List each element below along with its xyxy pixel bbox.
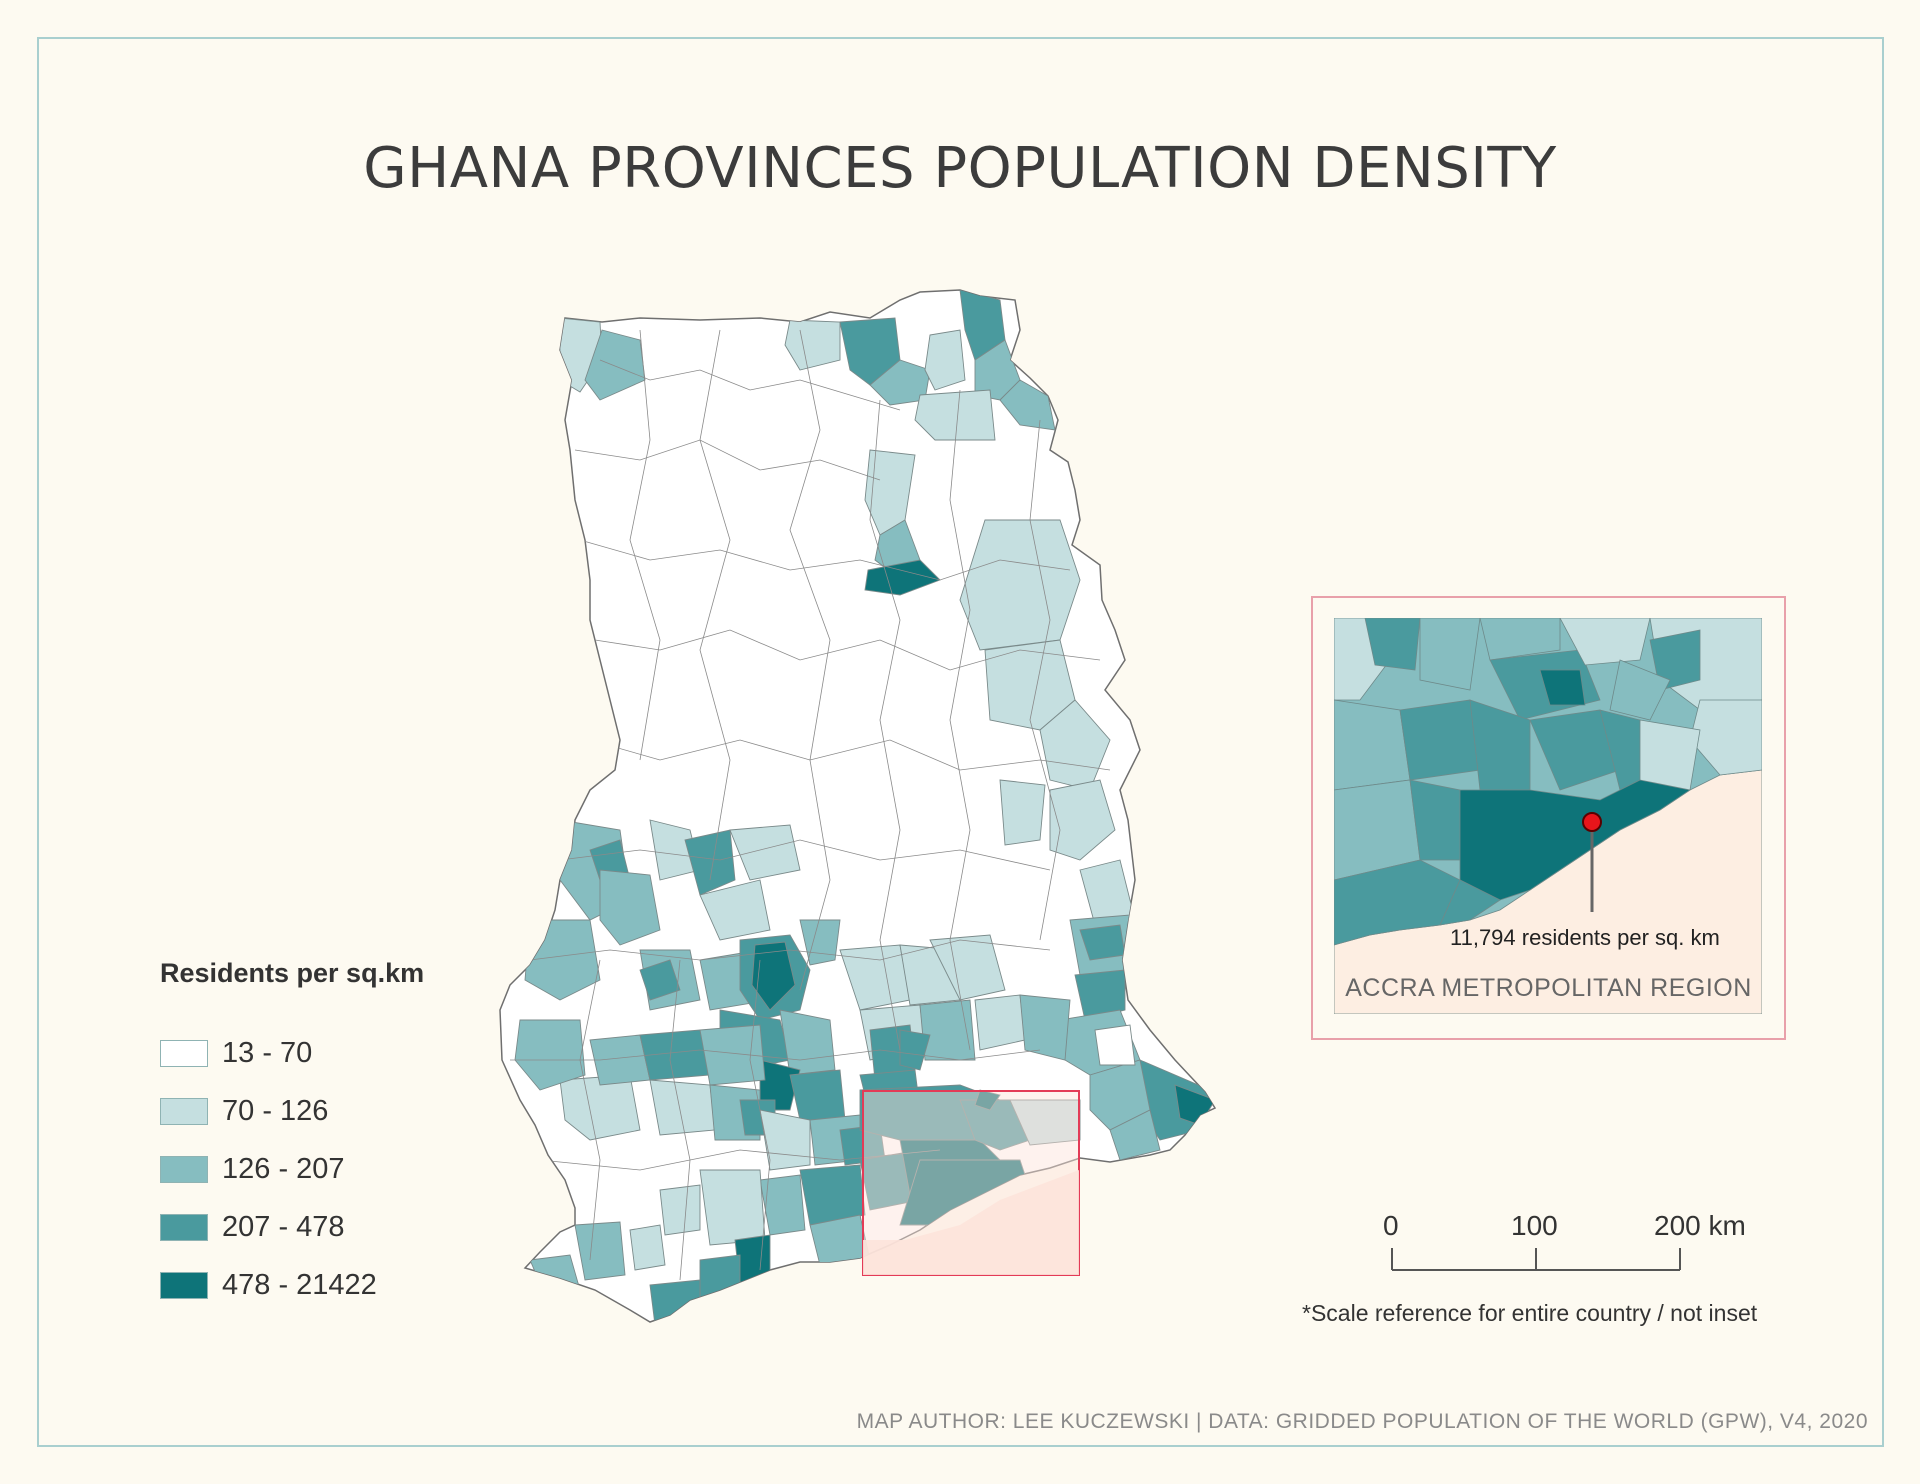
scale-tick-0: 0 bbox=[1383, 1210, 1399, 1241]
inset-frame bbox=[1311, 596, 1786, 1040]
scale-bar bbox=[1391, 1248, 1681, 1271]
scale-tick-100: 100 bbox=[1511, 1210, 1558, 1241]
legend-label: 478 - 21422 bbox=[222, 1269, 377, 1301]
legend-label: 13 - 70 bbox=[222, 1037, 313, 1069]
district-polygons bbox=[514, 290, 1215, 1322]
legend-swatch bbox=[160, 1156, 208, 1183]
scale-note: *Scale reference for entire country / no… bbox=[1302, 1300, 1758, 1326]
inset-annotation: 11,794 residents per sq. km bbox=[1450, 925, 1720, 950]
map-frame bbox=[37, 37, 1884, 1447]
inset-map bbox=[1334, 618, 1762, 1014]
inset-caption: ACCRA METROPOLITAN REGION bbox=[1345, 974, 1752, 1002]
map-title: GHANA PROVINCES POPULATION DENSITY bbox=[363, 136, 1557, 201]
district-boundaries bbox=[510, 329, 1111, 1281]
legend-label: 126 - 207 bbox=[222, 1153, 345, 1185]
legend-label: 70 - 126 bbox=[222, 1095, 329, 1127]
legend-title: Residents per sq.km bbox=[160, 958, 425, 988]
map-credit: MAP AUTHOR: LEE KUCZEWSKI | DATA: GRIDDE… bbox=[856, 1410, 1868, 1433]
legend-label: 207 - 478 bbox=[222, 1211, 345, 1243]
legend-swatch bbox=[160, 1272, 208, 1299]
scale-tick-200: 200 km bbox=[1654, 1210, 1746, 1241]
legend-swatch bbox=[160, 1214, 208, 1241]
legend-swatch bbox=[160, 1040, 208, 1067]
legend-swatch bbox=[160, 1098, 208, 1125]
accra-marker-icon bbox=[1582, 812, 1602, 832]
